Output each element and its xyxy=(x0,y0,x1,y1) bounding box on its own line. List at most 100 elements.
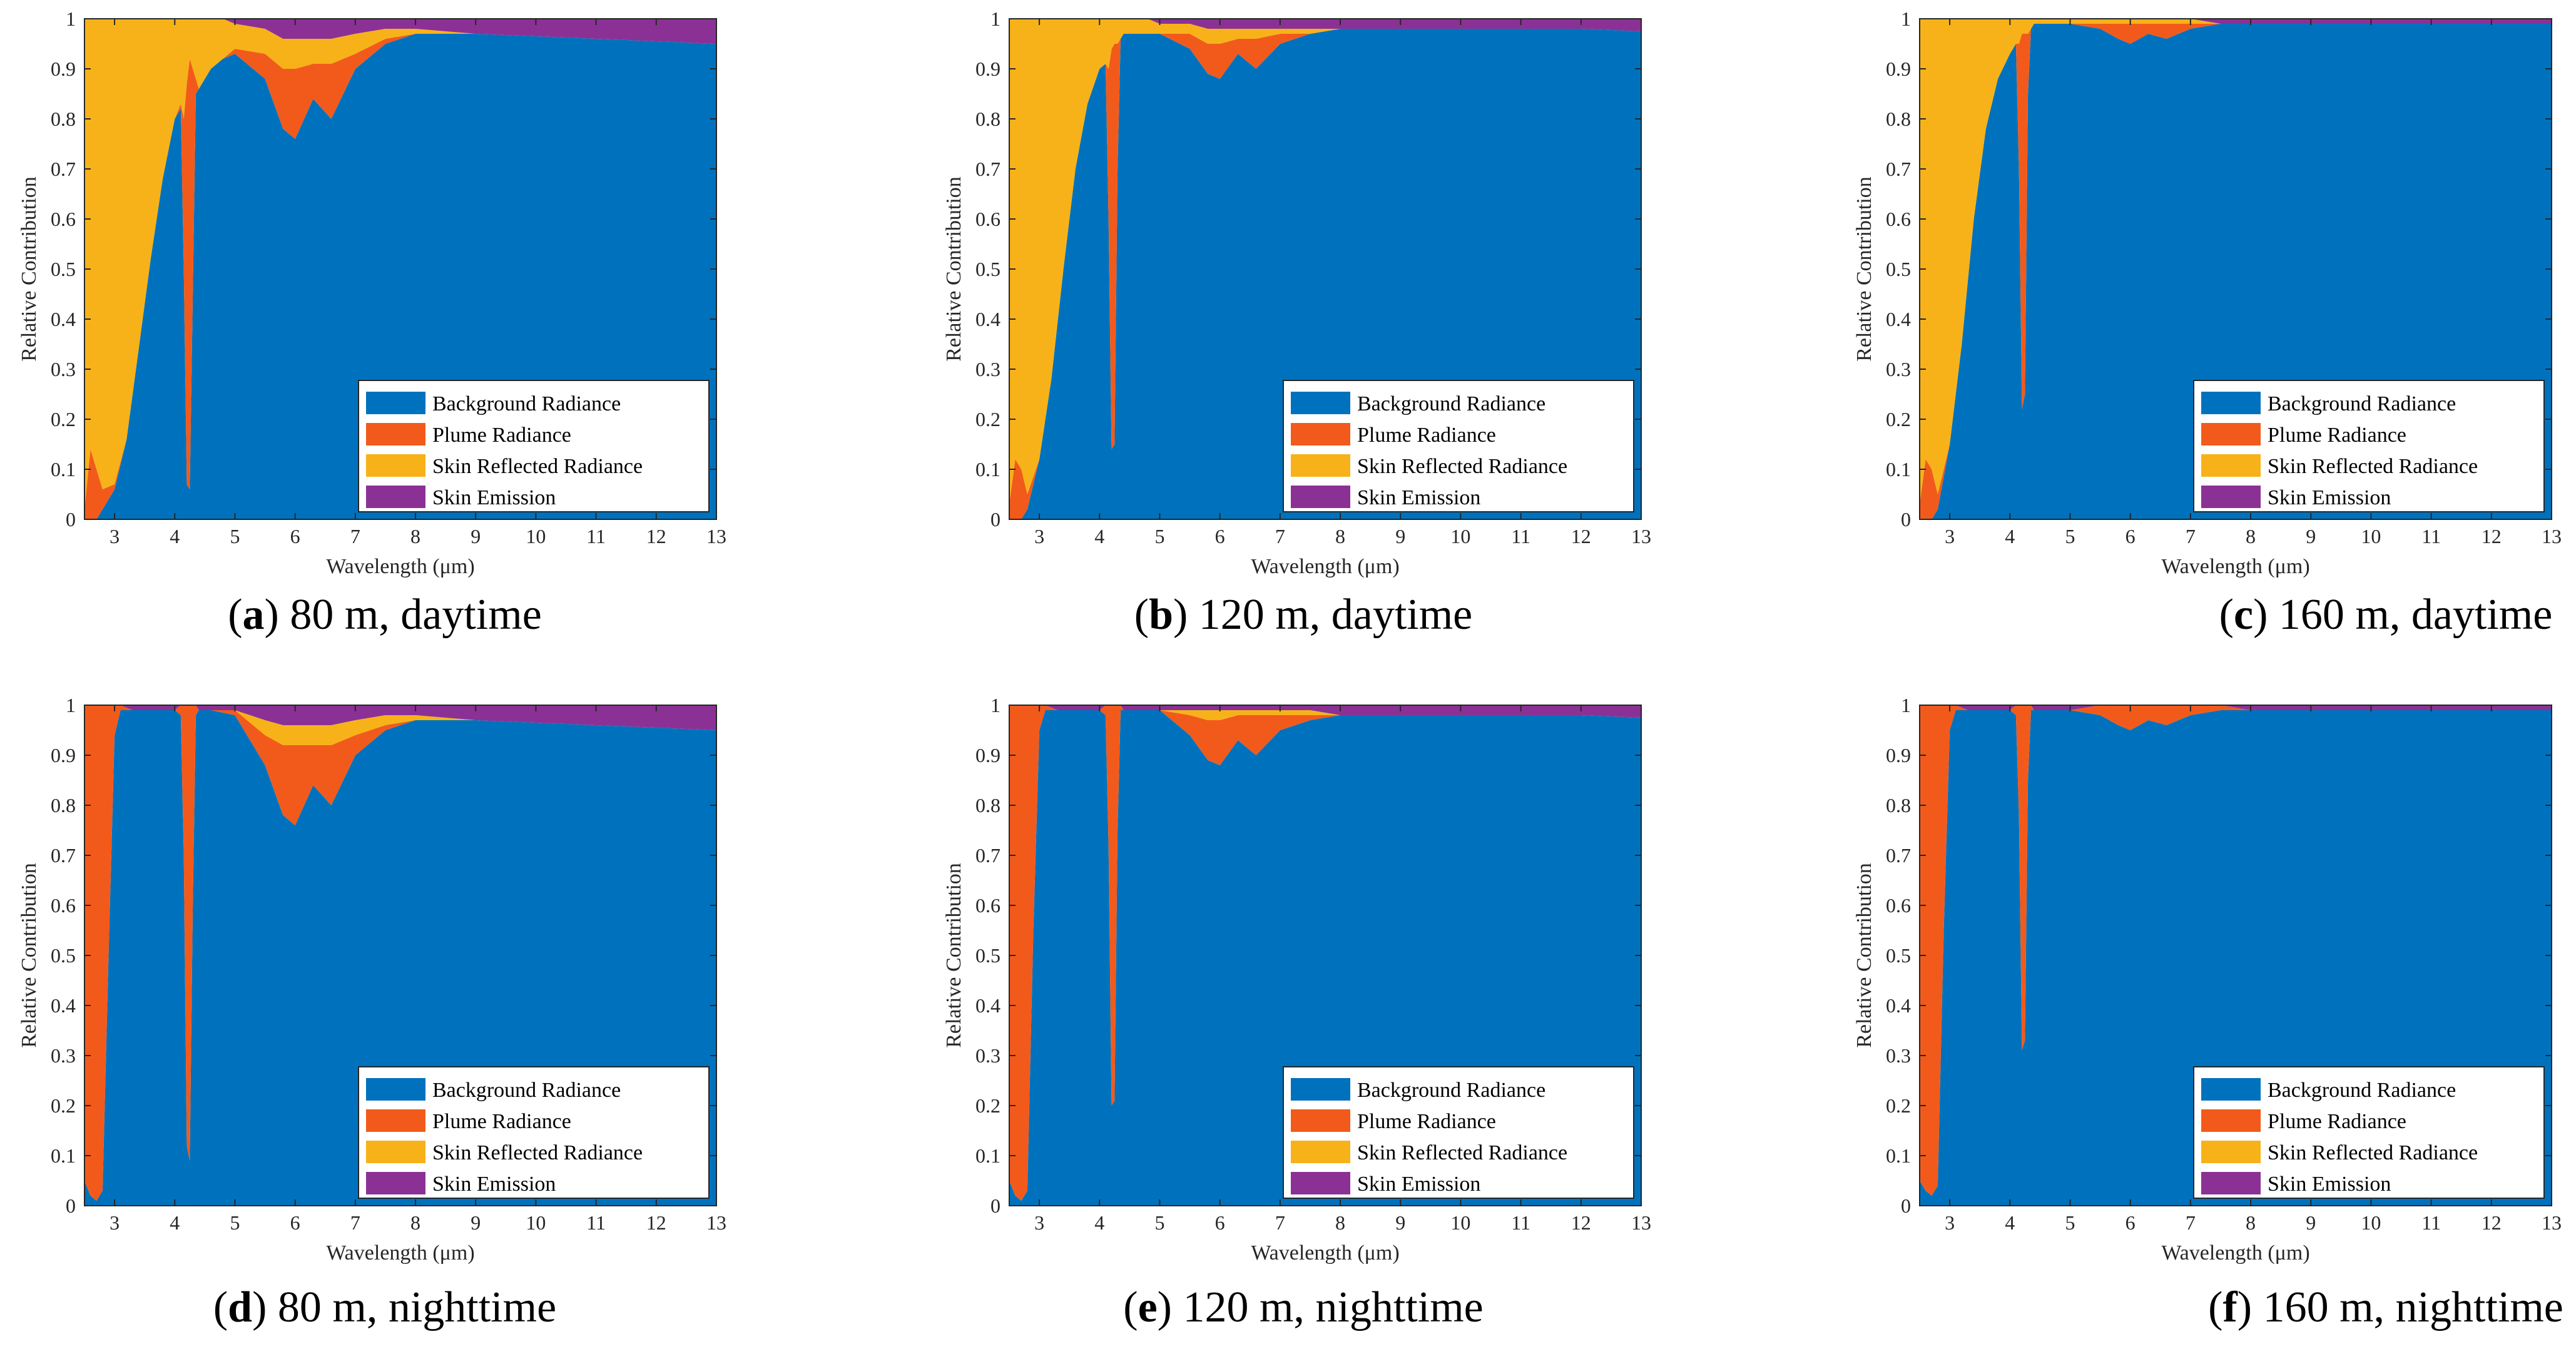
chart-panel-f: 3 4 5 6 7 8 9 10 11 12 13 0 0.1 0.2 0.3 0.4 0.5 0.6 0.7 0.8… xyxy=(1853,694,2563,1331)
y-tick-label: 0.4 xyxy=(51,994,76,1017)
x-tick-label: 9 xyxy=(1395,525,1405,547)
y-tick-label: 0.4 xyxy=(975,308,1000,330)
y-tick-label: 0.7 xyxy=(51,844,76,867)
legend-swatch-skin-emission xyxy=(1291,486,1350,508)
x-tick-label: 11 xyxy=(586,1211,606,1234)
legend-label: Plume Radiance xyxy=(432,424,571,447)
y-tick-label: 0.3 xyxy=(51,358,76,380)
x-axis-label: Wavelength (μm) xyxy=(326,1241,474,1265)
y-tick-label: 0.9 xyxy=(51,744,76,766)
x-tick-label: 5 xyxy=(2065,525,2075,547)
area-skin-reflected-radiance xyxy=(1009,19,1641,504)
x-tick-label: 11 xyxy=(1511,1211,1530,1234)
x-tick-label: 4 xyxy=(170,1211,180,1234)
area-skin-emission xyxy=(1009,19,1641,31)
x-tick-label: 5 xyxy=(1154,1211,1164,1234)
panel-caption: (e) 120 m, nighttime xyxy=(1123,1283,1483,1331)
legend-swatch-background-radiance xyxy=(1291,392,1350,414)
x-tick-label: 7 xyxy=(1275,525,1285,547)
legend-label: Plume Radiance xyxy=(432,1110,571,1133)
x-axis-label: Wavelength (μm) xyxy=(2161,555,2309,578)
x-tick-label: 7 xyxy=(2186,1211,2196,1234)
x-tick-label: 13 xyxy=(2542,1211,2562,1234)
x-tick-label: 11 xyxy=(2421,525,2441,547)
y-tick-label: 0.7 xyxy=(975,844,1000,867)
x-tick-label: 4 xyxy=(2005,1211,2015,1234)
caption-letter: e xyxy=(1138,1283,1158,1331)
y-tick-label: 0.5 xyxy=(51,944,76,967)
y-tick-label: 0.2 xyxy=(975,408,1000,430)
caption-letter: c xyxy=(2234,591,2253,639)
x-axis-label: Wavelength (μm) xyxy=(326,555,474,578)
y-tick-label: 0 xyxy=(990,1194,1000,1217)
y-tick-label: 0.6 xyxy=(1886,894,1911,917)
y-tick-label: 0.3 xyxy=(975,1044,1000,1067)
y-axis-label: Relative Contribution xyxy=(1853,863,1876,1048)
x-tick-label: 13 xyxy=(2542,525,2562,547)
caption-open-paren: ( xyxy=(213,1283,228,1331)
x-tick-label: 4 xyxy=(170,525,180,547)
area-skin-emission xyxy=(1009,705,1641,718)
y-tick-label: 0.8 xyxy=(975,794,1000,817)
y-tick-label: 0.1 xyxy=(1886,458,1911,481)
area-skin-emission xyxy=(84,705,716,730)
legend: Background Radiance Plume Radiance Skin Re… xyxy=(358,380,710,512)
caption-letter: a xyxy=(243,591,265,639)
area-skin-emission xyxy=(84,19,716,44)
x-tick-label: 8 xyxy=(2246,1211,2256,1234)
legend-swatch-background-radiance xyxy=(2201,1078,2261,1101)
panel-caption: (c) 160 m, daytime xyxy=(2219,591,2553,639)
x-tick-label: 8 xyxy=(2246,525,2256,547)
x-tick-label: 8 xyxy=(410,525,420,547)
y-axis-label: Relative Contribution xyxy=(942,176,965,362)
legend: Background Radiance Plume Radiance Skin Re… xyxy=(2193,380,2545,512)
caption-text: ) 160 m, daytime xyxy=(2253,591,2552,639)
y-tick-label: 0.9 xyxy=(975,744,1000,766)
y-tick-label: 0.1 xyxy=(975,458,1000,481)
x-tick-label: 4 xyxy=(1094,525,1104,547)
x-tick-label: 5 xyxy=(230,525,240,547)
legend-swatch-plume-radiance xyxy=(1291,423,1350,445)
x-tick-label: 10 xyxy=(1450,525,1470,547)
x-tick-label: 9 xyxy=(471,1211,481,1234)
y-tick-label: 1 xyxy=(990,8,1000,30)
x-tick-label: 13 xyxy=(1631,1211,1651,1234)
y-tick-label: 0.2 xyxy=(51,408,76,430)
y-tick-label: 0.9 xyxy=(51,58,76,80)
legend-label: Background Radiance xyxy=(1357,392,1545,415)
y-tick-label: 0.6 xyxy=(51,894,76,917)
x-tick-label: 8 xyxy=(410,1211,420,1234)
x-tick-label: 13 xyxy=(706,1211,726,1234)
x-tick-label: 12 xyxy=(646,525,666,547)
legend-label: Skin Reflected Radiance xyxy=(1357,1141,1567,1164)
y-tick-label: 0.8 xyxy=(1886,794,1911,817)
legend-swatch-background-radiance xyxy=(2201,392,2261,414)
y-tick-label: 1 xyxy=(990,694,1000,716)
legend-swatch-plume-radiance xyxy=(2201,423,2261,445)
y-tick-label: 0.8 xyxy=(51,794,76,817)
x-tick-label: 5 xyxy=(2065,1211,2075,1234)
caption-letter: f xyxy=(2222,1283,2237,1331)
x-tick-label: 9 xyxy=(2306,1211,2316,1234)
y-tick-label: 0.7 xyxy=(1886,844,1911,867)
legend: Background Radiance Plume Radiance Skin Re… xyxy=(2193,1066,2545,1199)
x-tick-label: 12 xyxy=(2482,525,2502,547)
y-tick-label: 0.8 xyxy=(975,108,1000,130)
caption-text: ) 160 m, nighttime xyxy=(2237,1283,2563,1331)
legend-swatch-plume-radiance xyxy=(2201,1109,2261,1132)
legend-label: Background Radiance xyxy=(2268,1079,2456,1102)
legend-swatch-skin-reflected-radiance xyxy=(1291,1141,1350,1163)
legend-label: Skin Emission xyxy=(1357,1173,1480,1196)
area-skin-reflected-radiance xyxy=(84,705,716,745)
x-tick-label: 7 xyxy=(350,525,360,547)
x-axis-label: Wavelength (μm) xyxy=(1251,1241,1399,1265)
y-tick-label: 0.1 xyxy=(975,1144,1000,1167)
x-tick-label: 3 xyxy=(1034,525,1044,547)
y-tick-label: 0.6 xyxy=(51,208,76,230)
y-tick-label: 0 xyxy=(990,508,1000,531)
legend-label: Skin Reflected Radiance xyxy=(1357,455,1567,478)
y-tick-label: 0.3 xyxy=(975,358,1000,380)
legend: Background Radiance Plume Radiance Skin Re… xyxy=(1283,380,1634,512)
y-tick-label: 0.3 xyxy=(1886,1044,1911,1067)
